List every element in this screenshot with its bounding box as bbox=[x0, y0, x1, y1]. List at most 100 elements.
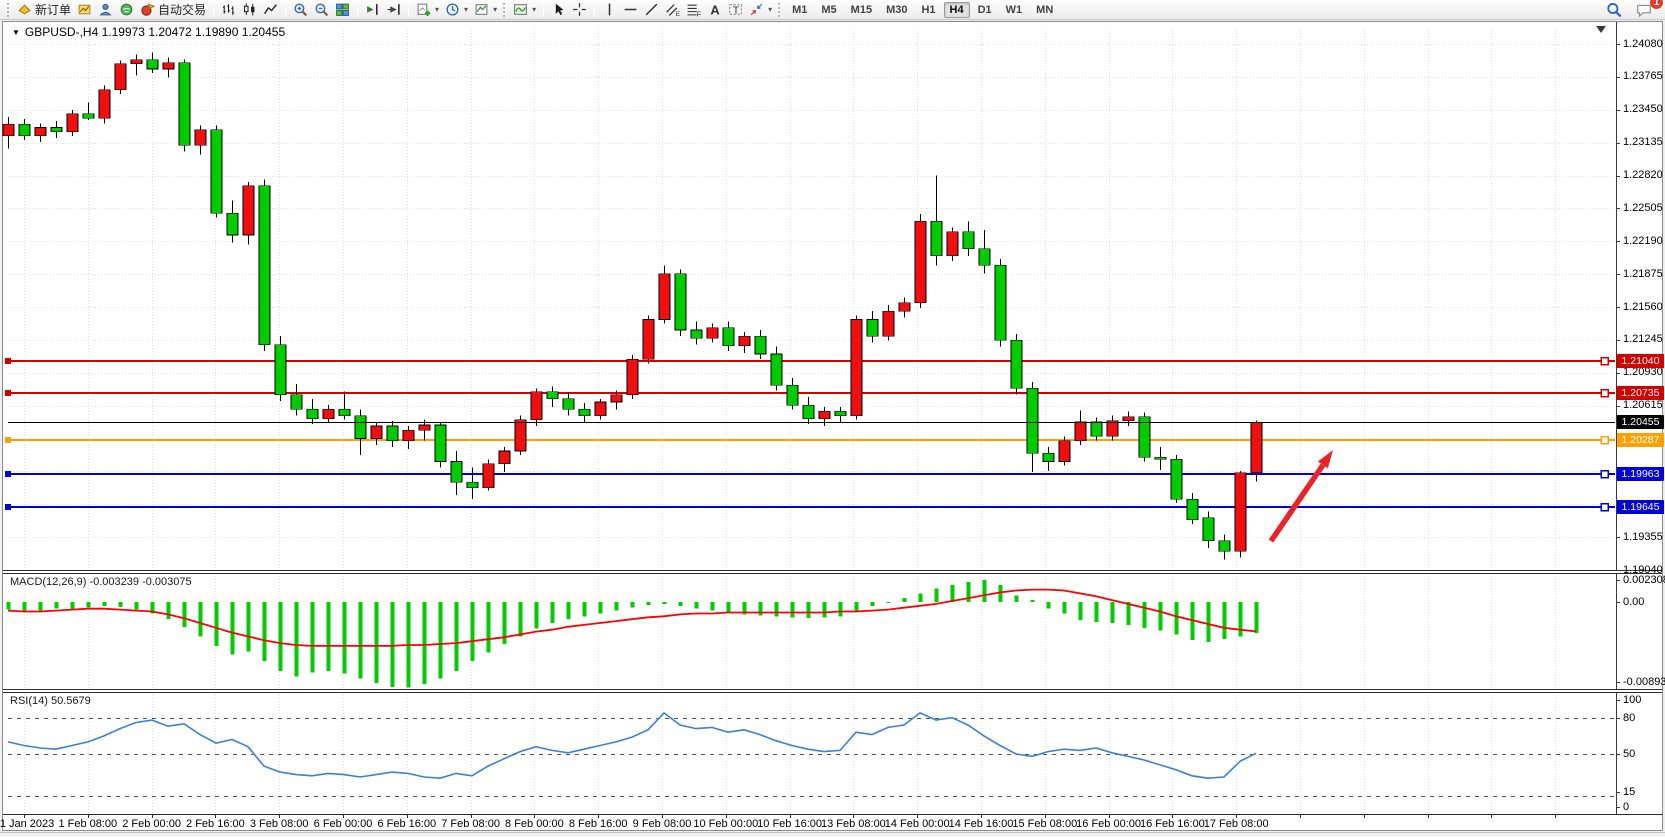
zoom-out-button[interactable] bbox=[311, 1, 332, 18]
timeframe-button-h4[interactable]: H4 bbox=[943, 1, 970, 18]
trend-arrow-annotation[interactable] bbox=[1268, 450, 1333, 543]
candlestick-mode-button[interactable] bbox=[239, 1, 260, 18]
timeframe-button-m5[interactable]: M5 bbox=[821, 3, 837, 16]
time-axis-label: 8 Feb 16:00 bbox=[568, 818, 628, 830]
cursor-button[interactable] bbox=[548, 1, 569, 18]
terminal-button[interactable] bbox=[95, 1, 116, 18]
chart-title: ▼ GBPUSD-,H4 1.19973 1.20472 1.19890 1.2… bbox=[12, 25, 285, 39]
time-axis-tick bbox=[1172, 815, 1173, 818]
addchart-icon bbox=[417, 3, 431, 16]
price-tick bbox=[1616, 340, 1620, 341]
price-line-badge: 1.21040 bbox=[1617, 354, 1664, 369]
chevron-down-icon[interactable]: ▾ bbox=[768, 5, 773, 14]
arrows-button[interactable]: ▾ bbox=[746, 1, 775, 18]
price-tick-label: 1.21875 bbox=[1623, 267, 1663, 280]
fibonacci-button[interactable]: F bbox=[683, 1, 704, 18]
price-tick bbox=[1616, 208, 1620, 209]
svg-text:T: T bbox=[733, 5, 739, 16]
macd-axis-tick bbox=[1616, 682, 1620, 683]
time-axis-label: 10 Feb 00:00 bbox=[693, 818, 759, 830]
timeframe-button-h1[interactable]: H1 bbox=[921, 3, 936, 16]
crosshair-button[interactable] bbox=[569, 1, 590, 18]
bar-chart-mode-button[interactable] bbox=[218, 1, 239, 18]
price-tick bbox=[1616, 570, 1620, 571]
price-tick bbox=[1616, 44, 1620, 45]
horizontal-lines[interactable] bbox=[5, 356, 1615, 512]
terminal-icon bbox=[99, 3, 112, 16]
time-axis-tick bbox=[343, 815, 344, 818]
labelT-icon: T bbox=[729, 4, 743, 16]
auto-scroll-button[interactable] bbox=[362, 1, 383, 18]
vertical-line-button[interactable] bbox=[599, 1, 620, 18]
rsi-axis-label: 50 bbox=[1623, 747, 1636, 760]
line-chart-mode-button[interactable] bbox=[260, 1, 281, 18]
time-axis-label: 8 Feb 00:00 bbox=[505, 818, 564, 830]
tline-icon bbox=[645, 3, 658, 16]
chevron-down-icon[interactable]: ▾ bbox=[464, 5, 469, 14]
clock-icon bbox=[446, 3, 459, 16]
macd-axis-tick bbox=[1616, 602, 1620, 603]
text-label-button[interactable]: T bbox=[725, 1, 746, 18]
time-axis-tick bbox=[471, 815, 472, 818]
text-button[interactable]: A bbox=[704, 1, 725, 18]
chart-shift-marker[interactable] bbox=[1596, 26, 1606, 33]
trendline-button[interactable] bbox=[641, 1, 662, 18]
chevron-down-icon[interactable]: ▾ bbox=[435, 5, 440, 14]
timeframe-button-m15[interactable]: M15 bbox=[850, 3, 873, 16]
price-tick bbox=[1616, 406, 1620, 407]
time-axis-label: 16 Feb 00:00 bbox=[1076, 818, 1142, 830]
time-axis-label: 9 Feb 08:00 bbox=[632, 818, 692, 830]
price-tick bbox=[1616, 241, 1620, 242]
price-tick bbox=[1616, 307, 1620, 308]
time-axis-label: 6 Feb 00:00 bbox=[313, 818, 373, 830]
chart-shift-button[interactable] bbox=[383, 1, 404, 18]
autoscroll-icon bbox=[367, 4, 378, 15]
time-axis-tick bbox=[790, 815, 791, 818]
equidistant-channel-button[interactable]: E bbox=[662, 1, 683, 18]
time-axis-tick bbox=[726, 815, 727, 818]
macd-axis-tick bbox=[1616, 580, 1620, 581]
time-axis-label: 10 Feb 16:00 bbox=[757, 818, 823, 830]
signals-icon bbox=[120, 3, 133, 16]
timeframe-button-mn[interactable]: MN bbox=[1036, 3, 1054, 16]
svg-text:A: A bbox=[711, 2, 720, 17]
charts-button[interactable] bbox=[74, 1, 95, 18]
tile-windows-button[interactable] bbox=[332, 1, 353, 18]
periods-button[interactable]: ▾ bbox=[442, 1, 471, 18]
toolbar-grip bbox=[503, 2, 507, 17]
chart-menu-icon[interactable]: ▼ bbox=[12, 27, 20, 37]
price-line-badge: 1.20287 bbox=[1617, 432, 1664, 447]
new-order-button[interactable]: 新订单 bbox=[14, 0, 74, 19]
toolbar: 新订单 自动交易 ▾ ▾ ▾ ▾ E F A T ▾ M1 M5 M15 M30 H1 H4 D1 W1 MN 1 bbox=[0, 0, 1665, 20]
new-chart-button[interactable]: ▾ bbox=[413, 1, 442, 18]
signals-button[interactable] bbox=[116, 1, 137, 18]
chevron-down-icon[interactable]: ▾ bbox=[493, 5, 498, 14]
auto-trading-button-label: 自动交易 bbox=[158, 3, 207, 17]
chartshift-icon bbox=[387, 4, 400, 15]
svg-text:F: F bbox=[697, 11, 701, 17]
timeframe-button-d1[interactable]: D1 bbox=[977, 3, 992, 16]
indicators-button[interactable]: ▾ bbox=[510, 1, 539, 18]
timeframe-button-m30[interactable]: M30 bbox=[886, 3, 908, 16]
chevron-down-icon[interactable]: ▾ bbox=[532, 5, 537, 14]
price-axis-line[interactable] bbox=[1616, 22, 1617, 815]
rsi-axis-tick bbox=[1616, 754, 1620, 755]
horizontal-line-button[interactable] bbox=[620, 1, 641, 18]
templates-button[interactable]: ▾ bbox=[471, 1, 500, 18]
auto-trading-button[interactable]: 自动交易 bbox=[137, 0, 209, 19]
timeframe-button-w1[interactable]: W1 bbox=[1005, 3, 1023, 16]
zoom-in-button[interactable] bbox=[290, 1, 311, 18]
panel-divider-rsi[interactable] bbox=[3, 689, 1662, 693]
price-line-badge: 1.20735 bbox=[1617, 386, 1664, 401]
chat-button[interactable]: 1 bbox=[1633, 0, 1663, 19]
indicator-icon bbox=[514, 4, 528, 15]
channel-icon: E bbox=[666, 4, 680, 17]
search-button[interactable] bbox=[1603, 1, 1625, 19]
time-axis-tick bbox=[1236, 815, 1237, 818]
panel-divider-macd[interactable] bbox=[3, 570, 1662, 574]
price-tick-label: 1.19040 bbox=[1623, 563, 1663, 576]
template-icon bbox=[475, 4, 488, 15]
timeframe-button-m1[interactable]: M1 bbox=[792, 3, 808, 16]
